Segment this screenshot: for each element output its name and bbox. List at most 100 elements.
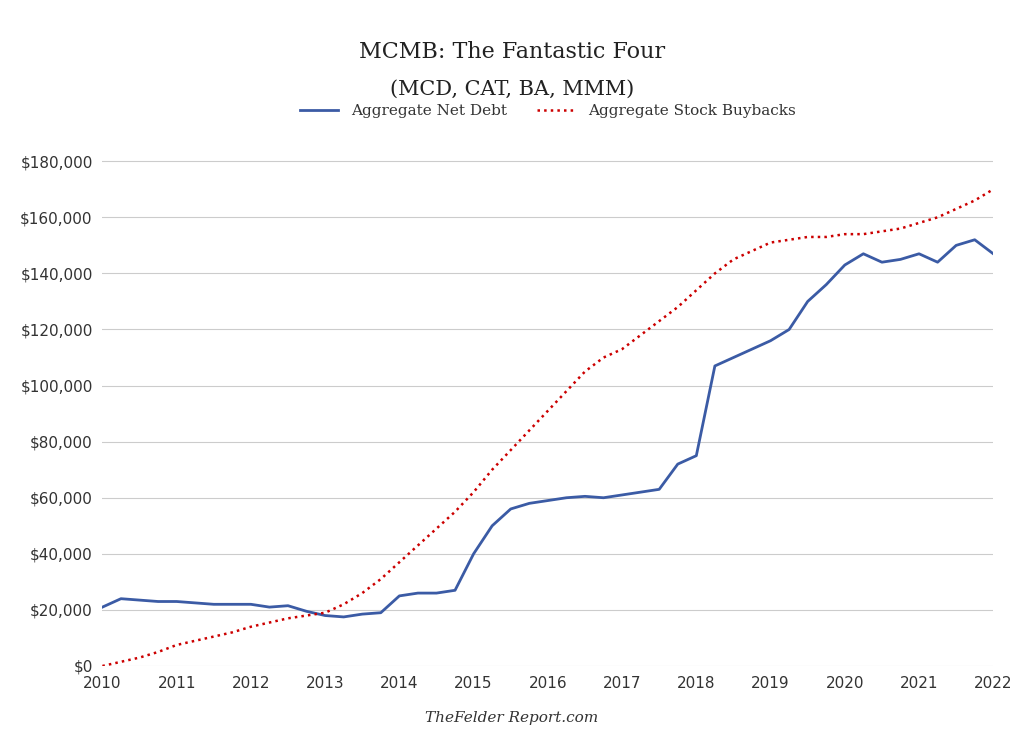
Aggregate Net Debt xyxy=(430,588,442,597)
Aggregate Stock Buybacks xyxy=(615,345,628,354)
Aggregate Stock Buybacks xyxy=(430,524,442,533)
Aggregate Stock Buybacks xyxy=(839,229,851,238)
Aggregate Stock Buybacks xyxy=(449,508,461,517)
Aggregate Net Debt xyxy=(226,600,239,609)
Aggregate Net Debt xyxy=(876,258,888,266)
Aggregate Stock Buybacks xyxy=(579,367,591,376)
Aggregate Net Debt xyxy=(894,255,906,264)
Aggregate Stock Buybacks xyxy=(727,255,739,264)
Aggregate Stock Buybacks xyxy=(653,317,666,326)
Aggregate Stock Buybacks xyxy=(208,632,220,641)
Aggregate Stock Buybacks xyxy=(170,641,182,650)
Aggregate Net Debt xyxy=(802,297,814,306)
Aggregate Net Debt xyxy=(486,522,499,531)
Aggregate Stock Buybacks xyxy=(96,662,109,670)
Aggregate Stock Buybacks xyxy=(783,235,796,244)
Aggregate Stock Buybacks xyxy=(672,303,684,312)
Aggregate Net Debt xyxy=(969,235,981,244)
Aggregate Net Debt xyxy=(523,499,536,508)
Aggregate Stock Buybacks xyxy=(597,353,609,362)
Aggregate Stock Buybacks xyxy=(486,465,499,474)
Aggregate Net Debt xyxy=(282,602,294,610)
Aggregate Net Debt xyxy=(449,586,461,595)
Aggregate Stock Buybacks xyxy=(560,387,572,396)
Aggregate Net Debt xyxy=(932,258,944,266)
Aggregate Net Debt xyxy=(579,492,591,501)
Aggregate Stock Buybacks xyxy=(709,269,721,278)
Aggregate Net Debt xyxy=(356,610,369,619)
Aggregate Net Debt xyxy=(505,505,517,514)
Aggregate Stock Buybacks xyxy=(820,232,833,241)
Aggregate Net Debt xyxy=(96,602,109,611)
Aggregate Stock Buybacks xyxy=(226,628,239,637)
Aggregate Net Debt xyxy=(857,249,869,258)
Aggregate Net Debt xyxy=(300,607,312,616)
Aggregate Net Debt xyxy=(467,549,479,558)
Aggregate Stock Buybacks xyxy=(876,227,888,236)
Aggregate Stock Buybacks xyxy=(338,600,350,609)
Aggregate Stock Buybacks xyxy=(745,246,758,255)
Line: Aggregate Net Debt: Aggregate Net Debt xyxy=(102,240,993,617)
Aggregate Net Debt xyxy=(133,596,145,605)
Legend: Aggregate Net Debt, Aggregate Stock Buybacks: Aggregate Net Debt, Aggregate Stock Buyb… xyxy=(294,98,802,124)
Aggregate Net Debt xyxy=(170,597,182,606)
Aggregate Net Debt xyxy=(245,600,257,609)
Aggregate Stock Buybacks xyxy=(857,229,869,238)
Line: Aggregate Stock Buybacks: Aggregate Stock Buybacks xyxy=(102,189,993,666)
Aggregate Stock Buybacks xyxy=(375,575,387,584)
Aggregate Net Debt xyxy=(783,325,796,334)
Aggregate Stock Buybacks xyxy=(245,622,257,631)
Aggregate Net Debt xyxy=(727,353,739,362)
Aggregate Net Debt xyxy=(393,591,406,600)
Aggregate Net Debt xyxy=(690,451,702,460)
Aggregate Net Debt xyxy=(208,600,220,609)
Aggregate Net Debt xyxy=(839,260,851,269)
Aggregate Stock Buybacks xyxy=(912,218,925,227)
Aggregate Net Debt xyxy=(950,241,963,250)
Aggregate Net Debt xyxy=(152,597,164,606)
Aggregate Net Debt xyxy=(375,608,387,617)
Aggregate Net Debt xyxy=(672,460,684,468)
Aggregate Stock Buybacks xyxy=(152,648,164,656)
Aggregate Stock Buybacks xyxy=(133,653,145,662)
Aggregate Net Debt xyxy=(560,494,572,502)
Aggregate Stock Buybacks xyxy=(894,224,906,233)
Aggregate Stock Buybacks xyxy=(764,238,776,247)
Aggregate Stock Buybacks xyxy=(318,608,331,617)
Aggregate Stock Buybacks xyxy=(115,657,127,666)
Aggregate Stock Buybacks xyxy=(300,611,312,620)
Aggregate Net Debt xyxy=(745,345,758,354)
Aggregate Stock Buybacks xyxy=(969,196,981,205)
Aggregate Stock Buybacks xyxy=(542,406,554,415)
Aggregate Net Debt xyxy=(542,496,554,505)
Aggregate Stock Buybacks xyxy=(690,286,702,295)
Aggregate Net Debt xyxy=(653,485,666,494)
Aggregate Stock Buybacks xyxy=(505,445,517,454)
Text: (MCD, CAT, BA, MMM): (MCD, CAT, BA, MMM) xyxy=(390,79,634,98)
Aggregate Stock Buybacks xyxy=(282,614,294,623)
Aggregate Stock Buybacks xyxy=(523,426,536,435)
Text: MCMB: The Fantastic Four: MCMB: The Fantastic Four xyxy=(359,41,665,63)
Aggregate Net Debt xyxy=(820,280,833,289)
Aggregate Stock Buybacks xyxy=(356,588,369,597)
Aggregate Net Debt xyxy=(318,611,331,620)
Aggregate Stock Buybacks xyxy=(635,331,647,340)
Aggregate Net Debt xyxy=(115,594,127,603)
Aggregate Net Debt xyxy=(412,588,424,597)
Aggregate Net Debt xyxy=(635,488,647,497)
Aggregate Stock Buybacks xyxy=(393,558,406,567)
Aggregate Net Debt xyxy=(263,602,275,611)
Aggregate Stock Buybacks xyxy=(802,232,814,241)
Aggregate Net Debt xyxy=(597,494,609,502)
Aggregate Net Debt xyxy=(912,249,925,258)
Aggregate Stock Buybacks xyxy=(263,618,275,627)
Aggregate Net Debt xyxy=(615,491,628,500)
Aggregate Net Debt xyxy=(764,336,776,345)
Aggregate Net Debt xyxy=(189,599,202,608)
Aggregate Stock Buybacks xyxy=(987,185,999,194)
Aggregate Net Debt xyxy=(338,613,350,622)
Aggregate Stock Buybacks xyxy=(412,541,424,550)
Aggregate Stock Buybacks xyxy=(932,213,944,222)
Aggregate Stock Buybacks xyxy=(189,636,202,645)
Aggregate Net Debt xyxy=(987,249,999,258)
